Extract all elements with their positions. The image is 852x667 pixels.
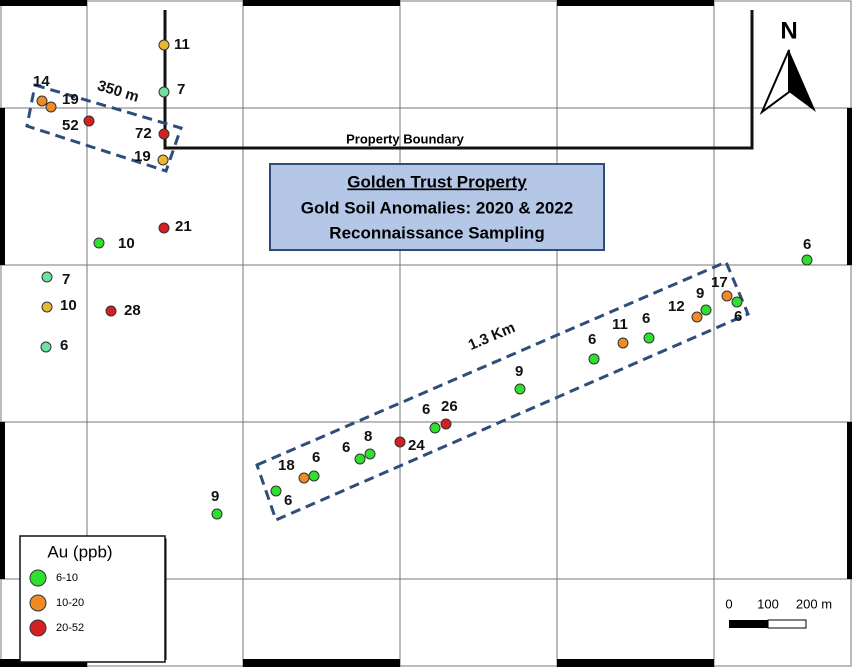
legend: Au (ppb) 6-10 10-20 20-52 (19, 535, 166, 663)
sample-value: 7 (177, 81, 185, 98)
sample-value: 17 (711, 274, 728, 291)
property-boundary (163, 10, 754, 150)
sample-value: 19 (62, 91, 79, 108)
sample-point (83, 115, 95, 127)
sample-point (691, 311, 703, 323)
sample-point (158, 222, 170, 234)
legend-swatch (29, 594, 47, 612)
sample-value: 8 (364, 428, 372, 445)
sample-value: 18 (278, 457, 295, 474)
sample-point (158, 39, 170, 51)
sample-value: 11 (174, 36, 190, 53)
sample-value: 52 (62, 117, 79, 134)
sample-value: 6 (312, 449, 320, 466)
sample-value: 6 (588, 331, 596, 348)
sample-point (41, 271, 53, 283)
sample-point (440, 418, 452, 430)
sample-point (40, 341, 52, 353)
legend-label: 20-52 (56, 622, 84, 634)
scale-bar: 0 100 200 m (725, 596, 832, 629)
sample-value: 9 (211, 488, 219, 505)
sample-value: 6 (642, 310, 650, 327)
scale-label: 0 (725, 596, 732, 611)
sample-point (93, 237, 105, 249)
sample-value: 10 (118, 235, 135, 252)
legend-label: 10-20 (56, 597, 84, 609)
sample-point (211, 508, 223, 520)
sample-point (721, 290, 733, 302)
sample-point (45, 101, 57, 113)
north-label: N (780, 17, 797, 44)
title: Golden Trust Property (347, 172, 527, 191)
sample-value: 11 (612, 316, 628, 333)
sample-value: 12 (668, 298, 685, 315)
sample-point (700, 304, 712, 316)
sample-point (298, 472, 310, 484)
sample-point (731, 296, 743, 308)
legend-swatch (29, 569, 47, 587)
north-arrow: N (759, 17, 816, 116)
sample-value: 9 (515, 363, 523, 380)
legend-swatch (29, 619, 47, 637)
legend-title: Au (ppb) (47, 542, 112, 561)
sample-point (270, 485, 282, 497)
sample-point (36, 95, 48, 107)
title: Reconnaissance Sampling (329, 223, 544, 242)
sample-value: 9 (696, 285, 704, 302)
zone-outline (25, 83, 183, 173)
samples: 11 7 14 19 52 72 19 21 10 7 10 28 6 6 17 9 6 12 6 11 6 9 26 6 24… (33, 36, 813, 520)
title: Gold Soil Anomalies: 2020 & 2022 (301, 198, 573, 217)
scale-label: 100 (757, 596, 779, 611)
sample-point (617, 337, 629, 349)
sample-point (364, 448, 376, 460)
sample-value: 14 (33, 73, 50, 90)
sample-value: 6 (60, 337, 68, 354)
sample-value: 6 (342, 439, 350, 456)
sample-value: 24 (408, 437, 425, 454)
legend-label: 6-10 (56, 572, 78, 584)
sample-value: 6 (422, 401, 430, 418)
sample-value: 6 (803, 236, 811, 253)
sample-value: 72 (135, 125, 152, 142)
sample-value: 28 (124, 302, 141, 319)
sample-point (588, 353, 600, 365)
sample-point (158, 86, 170, 98)
sample-value: 7 (62, 271, 70, 288)
sample-point (41, 301, 53, 313)
sample-value: 6 (284, 492, 292, 509)
sample-point (514, 383, 526, 395)
sample-point (354, 453, 366, 465)
sample-point (157, 154, 169, 166)
sample-point (429, 422, 441, 434)
boundary-label: Property Boundary (346, 131, 465, 146)
sample-point (158, 128, 170, 140)
sample-point (801, 254, 813, 266)
sample-point (308, 470, 320, 482)
sample-value: 19 (134, 148, 151, 165)
scale-label: 200 m (796, 596, 832, 611)
sample-point (105, 305, 117, 317)
title-box: Golden Trust Property Gold Soil Anomalie… (269, 163, 605, 251)
sample-point (643, 332, 655, 344)
sample-value: 26 (441, 398, 458, 415)
zone-outline (255, 260, 750, 523)
sample-point (394, 436, 406, 448)
sample-value: 21 (175, 218, 192, 235)
sample-value: 6 (734, 308, 742, 325)
sample-value: 10 (60, 297, 77, 314)
